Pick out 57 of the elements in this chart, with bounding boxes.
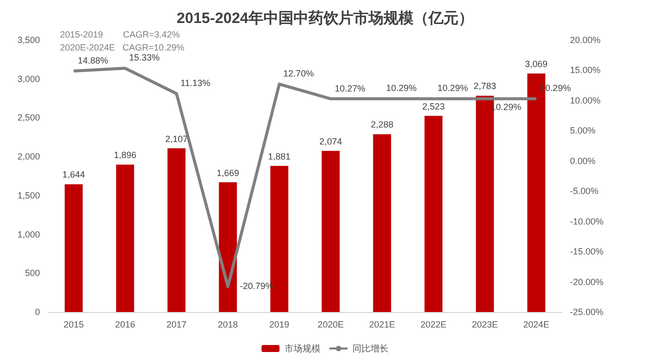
data-label: 14.88%	[78, 55, 108, 66]
bar	[168, 148, 186, 312]
y-tick-label: 2,500	[17, 112, 40, 123]
y2-tick-label: -5.00%	[570, 186, 599, 196]
data-label: 10.29%	[386, 83, 417, 94]
data-label: 2,783	[474, 81, 496, 92]
x-tick-label: 2021E	[369, 320, 396, 330]
x-tick-label: 2020E	[318, 320, 344, 330]
y2-tick-label: 5.00%	[570, 126, 596, 136]
x-tick-label: 2022E	[420, 320, 447, 330]
data-label: 3,069	[525, 58, 548, 69]
text: 2015-2019 CAGR=3.42%	[60, 30, 180, 40]
data-label: 2,074	[319, 136, 342, 146]
y2-tick-label: 0.00%	[570, 156, 596, 166]
bar	[424, 116, 442, 312]
y-tick-label: 3,500	[17, 35, 40, 45]
bar	[116, 164, 134, 312]
data-label: 2,288	[370, 120, 394, 130]
data-label: 12.70%	[283, 68, 314, 79]
y-tick-label: 500	[24, 268, 40, 278]
data-label: 1,896	[114, 150, 136, 160]
x-tick-label: 2019	[269, 320, 290, 330]
data-label: 1,881	[268, 151, 291, 162]
y-tick-label: 3,000	[17, 74, 40, 84]
y-tick-label: 1,500	[17, 190, 40, 200]
bar	[322, 150, 340, 312]
y2-tick-label: 20.00%	[570, 35, 601, 45]
x-tick-label: 2016	[115, 320, 136, 330]
x-tick-label: 2023E	[472, 320, 498, 330]
data-label: 15.33%	[129, 52, 160, 63]
legend-label: 同比增长	[352, 344, 388, 354]
x-tick-label: 2018	[218, 320, 238, 330]
data-label: 11.13%	[180, 78, 210, 88]
x-tick-label: 2024E	[523, 320, 550, 330]
y2-tick-label: -20.00%	[570, 276, 604, 287]
y2-tick-label: 15.00%	[570, 65, 601, 76]
y2-tick-label: -15.00%	[570, 246, 604, 257]
bar	[373, 134, 392, 312]
data-label: 1,644	[62, 170, 85, 180]
bar	[64, 184, 83, 312]
y-tick-label: 0	[34, 307, 40, 317]
x-tick-label: 2015	[64, 320, 84, 330]
data-label: 2,107	[165, 134, 188, 144]
data-label: 2,523	[422, 101, 445, 112]
chart-title: 2015-2024年中国中药饮片市场规模（亿元）	[176, 9, 474, 27]
annotation: 2020E-2024E CAGR=10.29%	[60, 42, 184, 52]
y2-tick-label: 10.00%	[570, 95, 601, 106]
data-label: 1,669	[216, 168, 240, 178]
legend-label: 市场规模	[284, 344, 320, 354]
bar	[218, 182, 237, 312]
y-tick-label: 2,000	[17, 152, 40, 162]
x-tick-label: 2017	[166, 320, 187, 330]
y-tick-label: 1,000	[17, 229, 40, 240]
data-label: 10.27%	[334, 83, 366, 94]
data-label: 10.29%	[438, 83, 468, 94]
y2-tick-label: -10.00%	[570, 216, 604, 226]
y2-tick-label: -25.00%	[570, 307, 604, 317]
